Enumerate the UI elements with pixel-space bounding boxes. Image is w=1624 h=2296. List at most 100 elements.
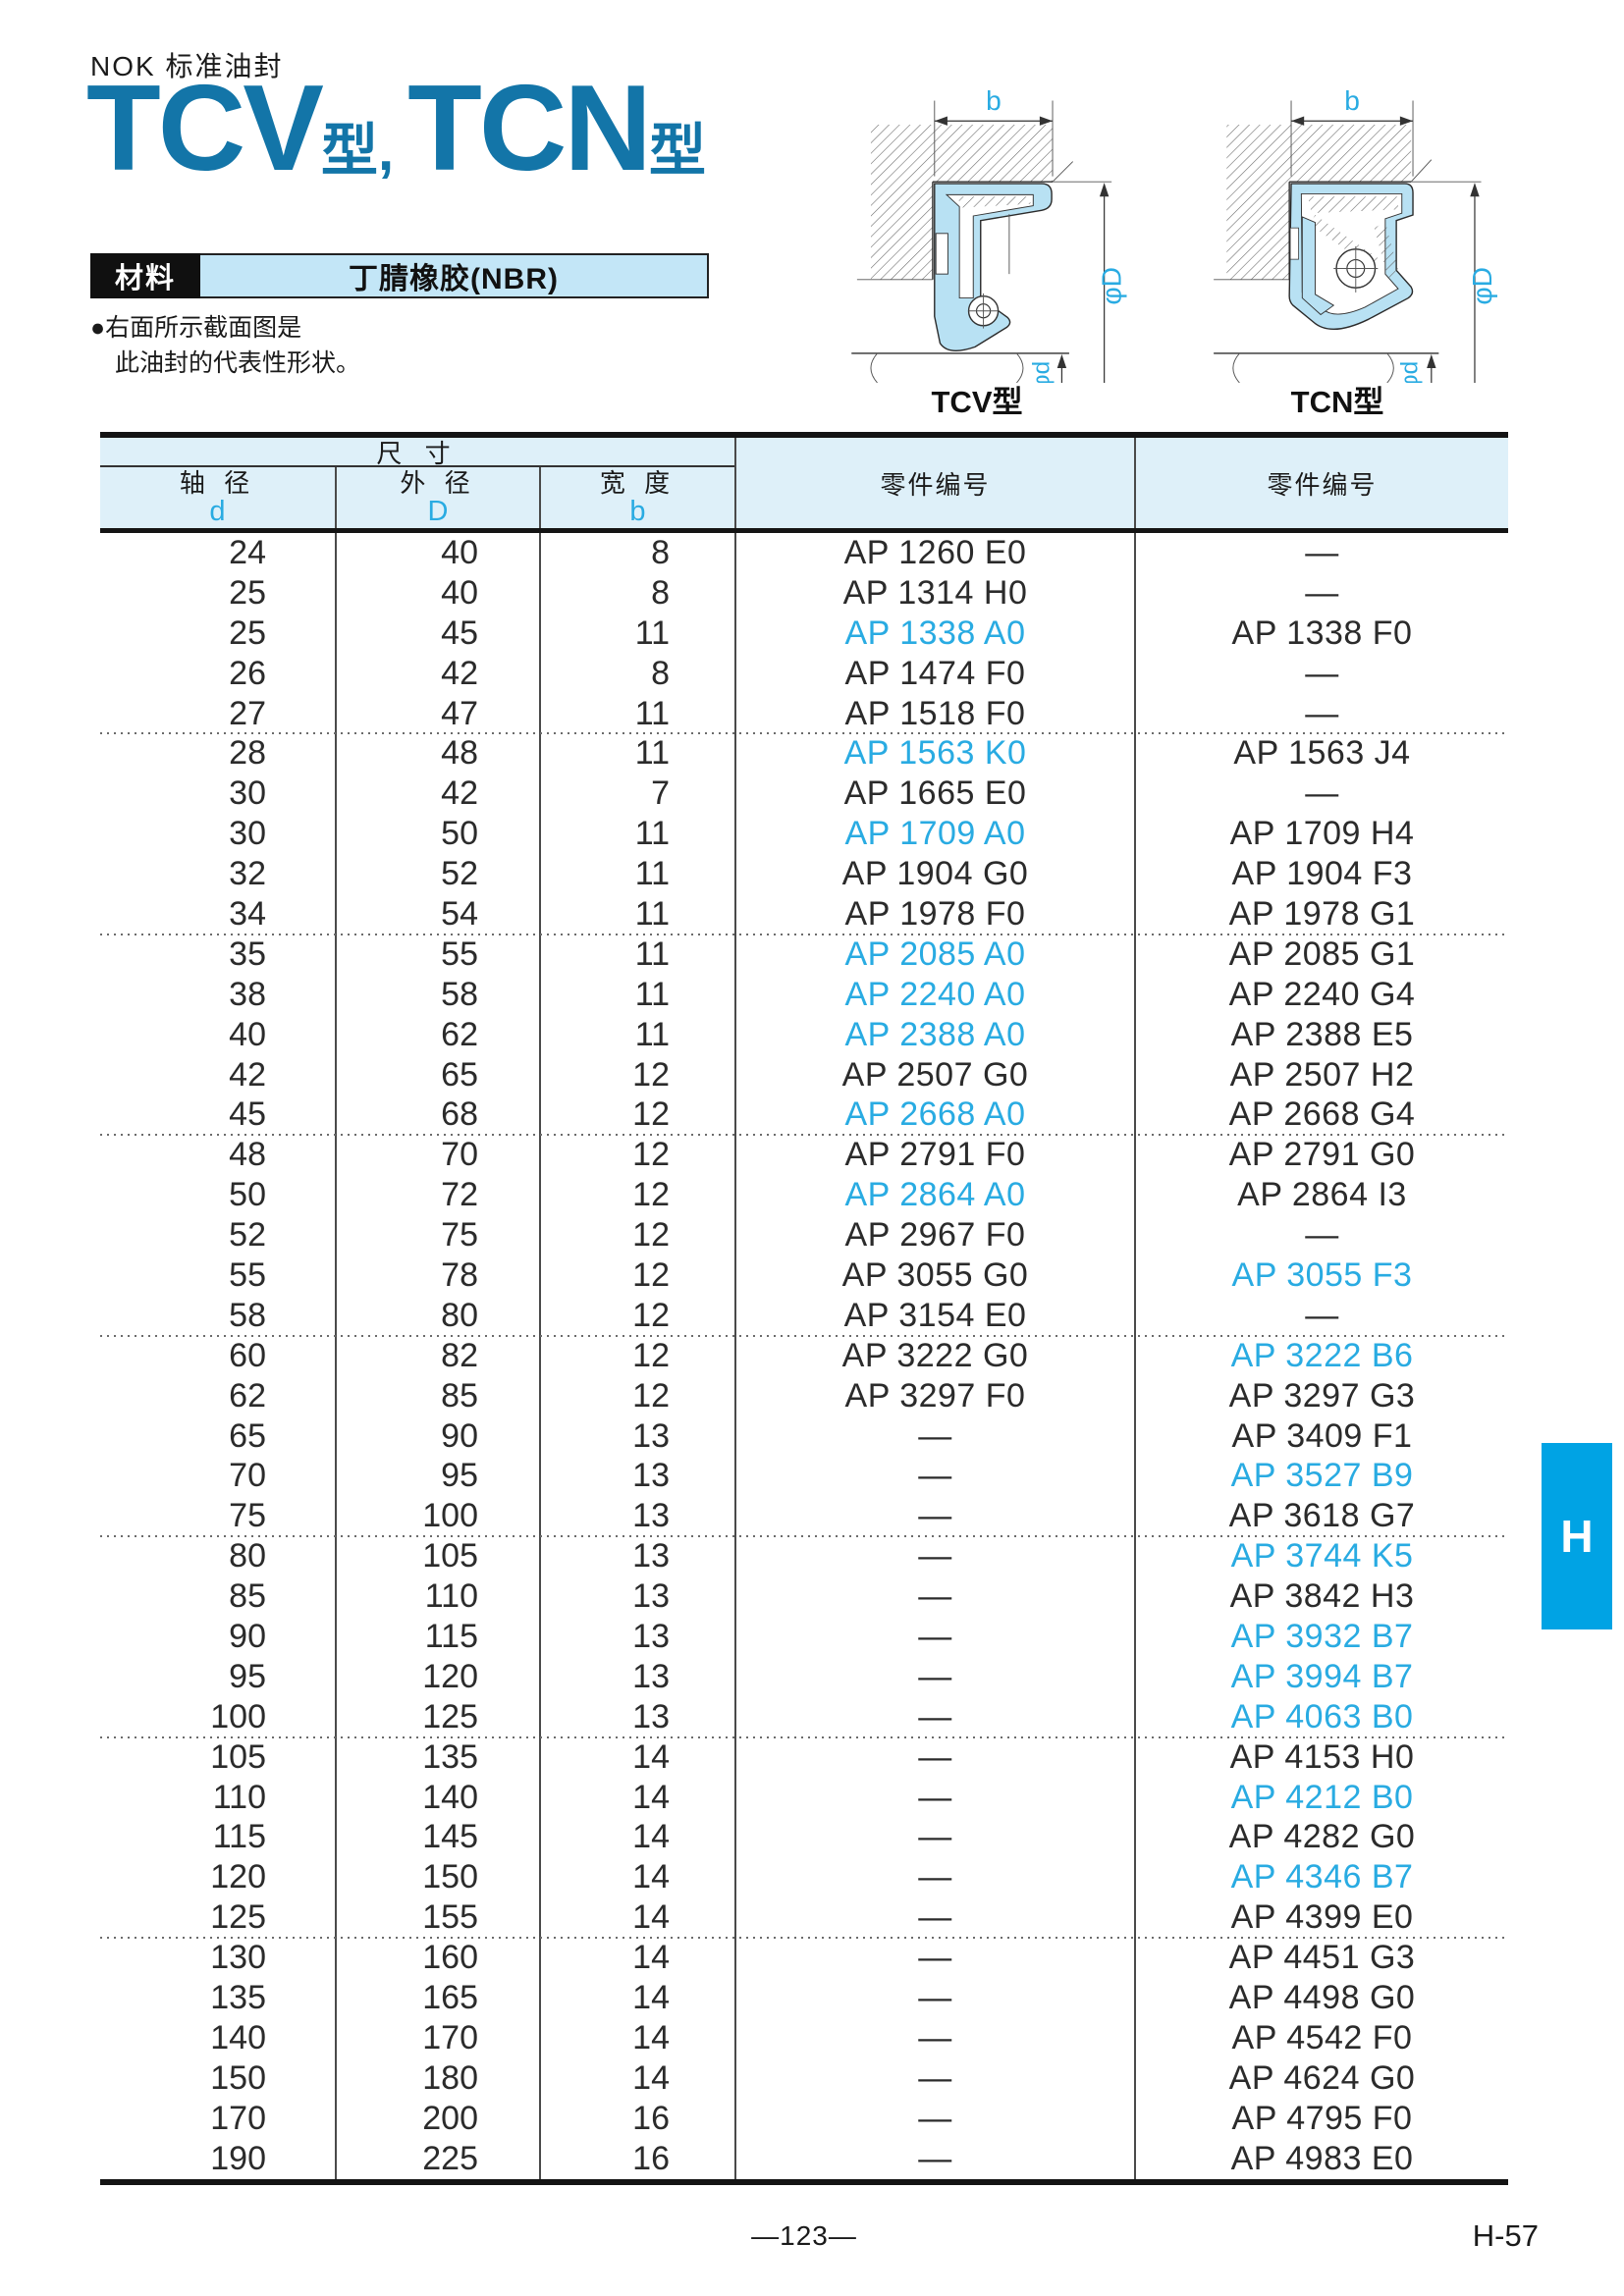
shaft-diameter-value: 35 (229, 934, 266, 973)
shaft-diameter-value: 25 (229, 614, 266, 652)
outer-diameter-value: 42 (335, 653, 539, 694)
header-shaft-diameter: 轴 径 d (179, 468, 256, 527)
tcv-part-number: AP 1314 H0 (734, 572, 1134, 614)
tcv-part-number: — (734, 1857, 1134, 1898)
shaft-diameter-value: 130 (210, 1939, 266, 1977)
shaft-diameter-value: 140 (210, 2018, 266, 2056)
width-value: 12 (539, 1215, 734, 1256)
table-row: 38 58 11 AP 2240 A0 AP 2240 G4 (100, 974, 1508, 1015)
table-row: 110 140 14— AP 4212 B0 (100, 1777, 1508, 1818)
table-row: 34 54 11 AP 1978 F0 AP 1978 G1 (100, 894, 1508, 934)
tcn-part-number: AP 3618 G7 (1134, 1496, 1508, 1537)
tcv-part-number: AP 1665 E0 (734, 774, 1134, 815)
outer-diameter-value: 45 (335, 613, 539, 654)
outer-diameter-value: 180 (335, 2057, 539, 2099)
table-row: 115 145 14— AP 4282 G0 (100, 1817, 1508, 1858)
tcv-part-number: AP 3154 E0 (734, 1295, 1134, 1336)
seal-section (934, 183, 1053, 351)
shaft-diameter-value: 60 (229, 1336, 266, 1374)
tcv-part-number: AP 2507 G0 (734, 1054, 1134, 1095)
material-label: 材料 (90, 253, 200, 298)
width-value: 14 (539, 1897, 734, 1939)
outer-diameter-value: 165 (335, 1978, 539, 2018)
table-row: 120 150 14— AP 4346 B7 (100, 1857, 1508, 1898)
tcn-part-number: AP 3055 F3 (1134, 1255, 1508, 1296)
tcn-part-number: AP 4346 B7 (1134, 1857, 1508, 1898)
shaft-diameter-value: 70 (229, 1457, 266, 1495)
tcv-part-number: AP 2967 F0 (734, 1215, 1134, 1256)
table-row: 50 72 12 AP 2864 A0 AP 2864 I3 (100, 1175, 1508, 1216)
table-row: 150 180 14— AP 4624 G0 (100, 2057, 1508, 2099)
tcv-part-number: AP 1978 F0 (734, 894, 1134, 934)
outer-diameter-value: 80 (335, 1295, 539, 1336)
outer-diameter-value: 120 (335, 1656, 539, 1697)
tcv-part-number: AP 3222 G0 (734, 1335, 1134, 1376)
note-line-2: 此油封的代表性形状。 (115, 349, 361, 377)
outer-diameter-value: 62 (335, 1014, 539, 1055)
tcv-part-number: AP 2864 A0 (734, 1175, 1134, 1216)
tcn-part-number: AP 1904 F3 (1134, 854, 1508, 895)
outer-diameter-value: 110 (335, 1576, 539, 1618)
material-value: 丁腈橡胶(NBR) (200, 253, 709, 298)
width-value: 11 (539, 613, 734, 654)
tcv-part-number: — (734, 1978, 1134, 2018)
tcn-part-number: AP 3842 H3 (1134, 1576, 1508, 1618)
outer-diameter-value: 65 (335, 1054, 539, 1095)
tcv-part-number: AP 1518 F0 (734, 693, 1134, 734)
outer-diameter-value: 40 (335, 533, 539, 573)
tcv-part-number: — (734, 1496, 1134, 1537)
tcn-part-number: AP 4212 B0 (1134, 1777, 1508, 1818)
outer-diameter-value: 70 (335, 1135, 539, 1176)
tcn-cross-section-diagram: b φD φd (1214, 84, 1497, 383)
tcv-part-number: — (734, 1696, 1134, 1737)
tcn-part-number: AP 4983 E0 (1134, 2138, 1508, 2179)
table-row: 25 40 8 AP 1314 H0— (100, 572, 1508, 614)
section-tab: H (1542, 1443, 1612, 1629)
outer-diameter-value: 72 (335, 1175, 539, 1216)
outer-diameter-value: 54 (335, 894, 539, 934)
shaft-diameter-value: 150 (210, 2058, 266, 2097)
outer-diameter-value: 40 (335, 572, 539, 614)
shaft-diameter-value: 125 (210, 1898, 266, 1937)
width-value: 11 (539, 894, 734, 934)
outer-diameter-value: 55 (335, 934, 539, 975)
outer-diameter-value: 225 (335, 2138, 539, 2179)
tcn-part-number: AP 4498 G0 (1134, 1978, 1508, 2018)
tcv-part-number: — (734, 1938, 1134, 1979)
width-value: 11 (539, 693, 734, 734)
table-row: 75 100 13— AP 3618 G7 (100, 1496, 1508, 1537)
width-value: 8 (539, 653, 734, 694)
outer-diameter-value: 115 (335, 1617, 539, 1657)
shaft-diameter-value: 120 (210, 1858, 266, 1896)
tcv-part-number: AP 3297 F0 (734, 1375, 1134, 1416)
page-title: TCV型, TCN型 (86, 59, 706, 198)
table-row: 32 52 11 AP 1904 G0 AP 1904 F3 (100, 854, 1508, 895)
tcn-part-number: AP 2668 G4 (1134, 1095, 1508, 1136)
table-row: 28 48 11 AP 1563 K0 AP 1563 J4 (100, 733, 1508, 774)
table-body: 24 40 8 AP 1260 E0—25 40 8 AP 1314 H0—25 45 11 AP… (100, 533, 1508, 2185)
tcn-part-number: — (1134, 1215, 1508, 1256)
tcv-part-number: — (734, 1617, 1134, 1657)
table-row: 30 50 11 AP 1709 A0 AP 1709 H4 (100, 814, 1508, 855)
phid-dimension-label: φd (1397, 361, 1424, 383)
table-row: 65 90 13— AP 3409 F1 (100, 1415, 1508, 1457)
table-row: 42 65 12 AP 2507 G0 AP 2507 H2 (100, 1054, 1508, 1095)
tcv-part-number: AP 1709 A0 (734, 814, 1134, 855)
table-row: 80 105 13— AP 3744 K5 (100, 1536, 1508, 1577)
outer-diameter-value: 100 (335, 1496, 539, 1537)
table-row: 27 47 11 AP 1518 F0— (100, 693, 1508, 734)
part-number-table: 尺 寸 零件编号 零件编号 轴 径 d 外 径 D 宽 度 b 24 40 8 AP … (100, 432, 1508, 2185)
tcn-part-number: — (1134, 653, 1508, 694)
table-row: 52 75 12 AP 2967 F0— (100, 1215, 1508, 1256)
shaft-diameter-value: 34 (229, 894, 266, 933)
width-value: 12 (539, 1335, 734, 1376)
width-value: 13 (539, 1696, 734, 1737)
b-dimension-label: b (1344, 84, 1360, 116)
outer-diameter-value: 170 (335, 2017, 539, 2058)
table-row: 48 70 12 AP 2791 F0 AP 2791 G0 (100, 1135, 1508, 1176)
outer-diameter-value: 150 (335, 1857, 539, 1898)
symbol-D: D (427, 496, 449, 527)
width-value: 14 (539, 1777, 734, 1818)
table-row: 70 95 13— AP 3527 B9 (100, 1456, 1508, 1497)
dimension-phiD: φD (1053, 181, 1127, 383)
